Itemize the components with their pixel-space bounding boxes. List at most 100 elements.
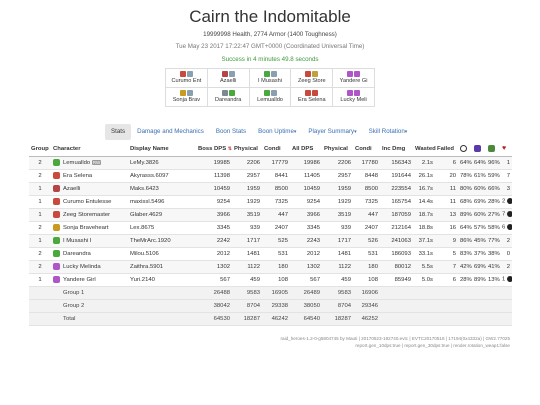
character-name: Era Selena (63, 173, 93, 180)
squad-member[interactable]: Zeeg Store (290, 68, 334, 88)
col-boss-condi[interactable]: Condi (262, 142, 290, 157)
tab-damage-and-mechanics[interactable]: Damage and Mechanics (131, 124, 210, 140)
heart-icon[interactable]: ♥ (500, 142, 512, 157)
table-row[interactable]: 2 Era Selena Akyrasss.6097 11398 2957 8441 114… (29, 169, 512, 183)
col-inc-dmg[interactable]: Inc Dmg (380, 142, 413, 157)
table-row[interactable]: 2 Dareandra Milou.5106 2012 1481 531 2012 1481 5… (29, 247, 512, 261)
cell-display-name: Lex.8675 (128, 221, 196, 235)
cell-inc-dmg: 156343 (380, 156, 413, 170)
cell-all-dps: 10459 (290, 182, 322, 196)
tab-boon-stats[interactable]: Boon Stats (210, 124, 252, 140)
cell-boss-dps: 19985 (196, 156, 232, 170)
cell-display-name: Glaber.4629 (128, 208, 196, 222)
table-row[interactable]: 2 Lucky Melinda Zaithra.5901 1302 1122 180 130… (29, 260, 512, 274)
cell-empty (435, 299, 458, 313)
tab-skill-rotation[interactable]: Skill Rotation▾ (363, 124, 414, 140)
summary-row: Group 2 38042 8704 29338 38050 8704 29346 (29, 299, 512, 313)
col-group[interactable]: Group (29, 142, 51, 157)
might-icon[interactable] (458, 142, 472, 157)
col-boss-physical[interactable]: Physical (232, 142, 262, 157)
col-all-condi[interactable]: Condi (353, 142, 380, 157)
cell-character: Era Selena (51, 169, 128, 183)
cell-empty (458, 286, 472, 300)
squad-member[interactable]: Lucky Meli (332, 87, 375, 107)
encounter-result: Success in 4 minutes 49.8 seconds (221, 56, 319, 63)
profession-icon (186, 71, 193, 77)
table-row[interactable]: 1 Curumo Entulesse maxissl.5496 9254 1929 732… (29, 195, 512, 209)
table-row[interactable]: 1 Zeeg Storemaster Glaber.4629 3966 3519 447 3… (29, 208, 512, 222)
squad-member[interactable]: Dareandra (206, 87, 250, 107)
cell-boss-dps: 567 (196, 273, 232, 287)
cell-all-physical: 1929 (322, 195, 353, 209)
character-name: Sonja Braveheart (63, 225, 109, 232)
squad-member[interactable]: I Musashi (248, 68, 292, 88)
quickness-icon[interactable] (472, 142, 486, 157)
cell-wasted: 33.1s (413, 247, 435, 261)
cell-wasted: 5.5s (413, 260, 435, 274)
tab-player-summary[interactable]: Player Summary▾ (302, 124, 362, 140)
col-character[interactable]: Character (51, 142, 128, 157)
cell-wasted: 18.7s (413, 208, 435, 222)
cell-empty (472, 312, 486, 326)
cell-all-dps: 26489 (290, 286, 322, 300)
cell-empty (486, 299, 500, 313)
tab-boon-uptime[interactable]: Boon Uptime▾ (252, 124, 302, 140)
cell-inc-dmg: 187059 (380, 208, 413, 222)
cell-quickness-uptime: 61% (472, 169, 486, 183)
table-row[interactable]: 2 Lemualldo RW LeMy.3826 19985 2206 17779 1998… (29, 156, 512, 170)
cell-downs: 2 (500, 195, 512, 209)
cell-all-dps: 2012 (290, 247, 322, 261)
col-boss-dps[interactable]: Boss DPS ⇅ (196, 142, 232, 157)
cell-boss-condi: 108 (262, 273, 290, 287)
cell-all-physical: 3519 (322, 208, 353, 222)
alacrity-icon[interactable] (486, 142, 500, 157)
cell-inc-dmg: 223554 (380, 182, 413, 196)
squad-member[interactable]: Sonja Brav (165, 87, 208, 107)
table-row[interactable]: 1 Yandere Girl Yuri.2140 567 459 108 567 459 108… (29, 273, 512, 287)
cell-all-condi: 180 (353, 260, 380, 274)
cell-alacrity-uptime: 27% (486, 208, 500, 222)
squad-member-name: I Musashi (258, 78, 282, 84)
cell-all-physical: 2957 (322, 169, 353, 183)
character-name: Dareandra (63, 251, 91, 258)
summary-label: Group 1 (51, 286, 196, 300)
cell-quickness-uptime: 69% (472, 260, 486, 274)
profession-icons (333, 71, 374, 78)
sort-icon: ⇅ (227, 145, 232, 152)
cell-empty (486, 312, 500, 326)
profession-icon (270, 90, 277, 96)
summary-row: Group 1 26488 9583 16905 26489 9583 16906 (29, 286, 512, 300)
squad-member-name: Sonja Brav (172, 97, 201, 103)
profession-icon (347, 90, 354, 96)
squad-member[interactable]: Era Selena (290, 87, 334, 107)
tab-stats[interactable]: Stats (105, 124, 132, 140)
profession-icon (354, 71, 361, 77)
col-all-dps[interactable]: All DPS (290, 142, 322, 157)
col-wasted[interactable]: Wasted (413, 142, 436, 157)
cell-all-condi: 108 (353, 273, 380, 287)
squad-row: Curumo Ent Azaelli I Musashi Zeeg Store Yand… (165, 68, 375, 88)
cell-might-uptime: 28% (458, 273, 472, 287)
squad-member[interactable]: Azaelli (206, 68, 250, 88)
cell-boss-physical: 9583 (232, 286, 262, 300)
cell-alacrity-uptime: 77% (486, 234, 500, 248)
col-all-physical[interactable]: Physical (322, 142, 353, 157)
table-row[interactable]: 2 Sonja Braveheart Lex.8675 3345 939 2407 3345… (29, 221, 512, 235)
cell-boss-dps: 2242 (196, 234, 232, 248)
character-name: Zeeg Storemaster (63, 212, 111, 219)
squad-member[interactable]: Curumo Ent (165, 68, 208, 88)
cell-boss-condi: 531 (262, 247, 290, 261)
boss-health-info: 19999998 Health, 2774 Armor (1400 Toughn… (203, 31, 337, 38)
col-display-name[interactable]: Display Name (128, 142, 196, 157)
downs-count: 0 (506, 250, 510, 257)
table-row[interactable]: 1 Azaelli Maks.6423 10459 1959 8500 10459 1959 8… (29, 182, 512, 196)
cell-all-condi: 46252 (353, 312, 380, 326)
cell-boss-dps: 38042 (196, 299, 232, 313)
squad-member[interactable]: Lemualldo (248, 87, 292, 107)
squad-member[interactable]: Yandere Gi (332, 68, 375, 88)
squad-member-name: Lucky Meli (340, 97, 367, 103)
character-name: Lemualldo (63, 160, 91, 167)
cell-alacrity-uptime: 96% (486, 156, 500, 170)
col-failed[interactable]: Failed (435, 142, 458, 157)
